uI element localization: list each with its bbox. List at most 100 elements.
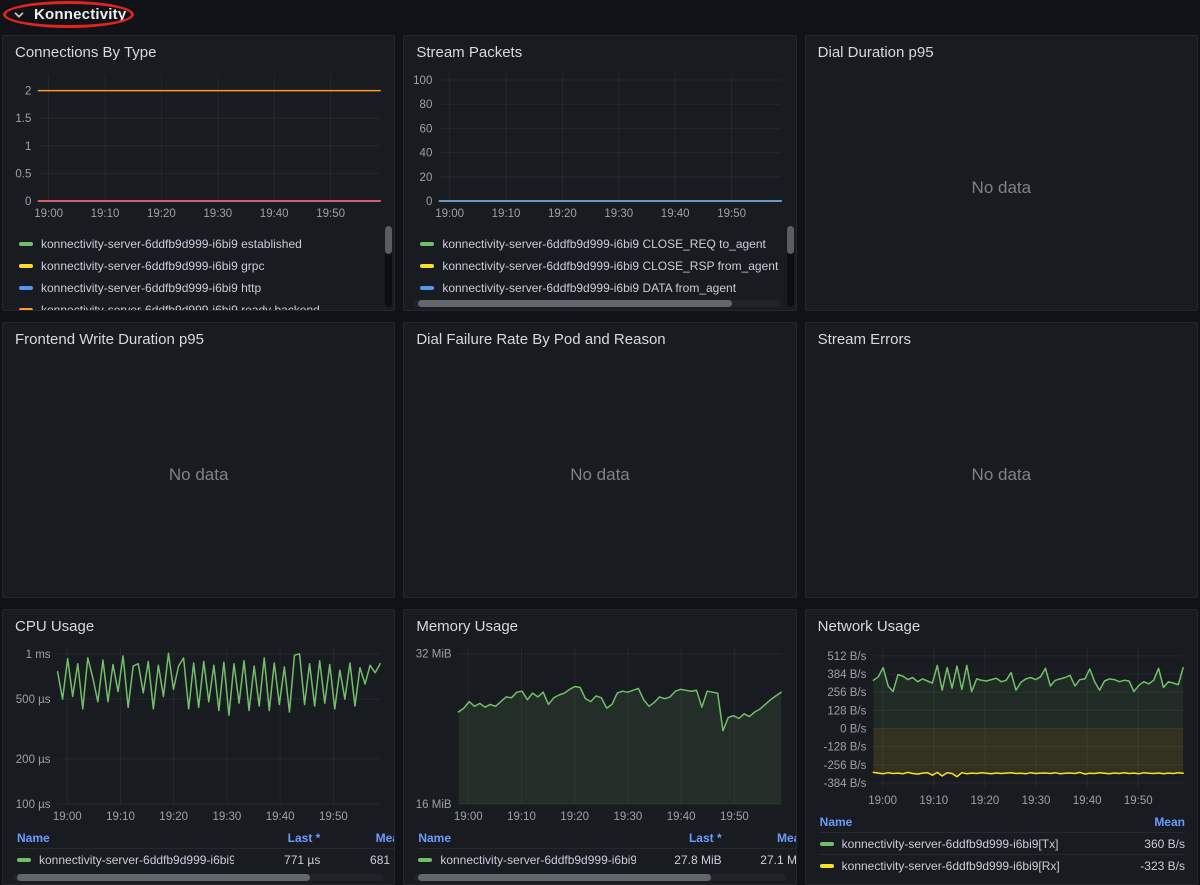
legend-horizontal-scrollbar[interactable] bbox=[414, 300, 779, 307]
svg-text:1: 1 bbox=[25, 141, 31, 153]
no-data-message: No data bbox=[3, 353, 394, 597]
series-color-swatch bbox=[420, 264, 434, 268]
svg-text:-384 B/s: -384 B/s bbox=[823, 778, 866, 790]
legend-item[interactable]: konnectivity-server-6ddfb9d999-i6bi9 est… bbox=[19, 233, 378, 255]
panel-network-usage: Network Usage 512 B/s384 B/s256 B/s128 B… bbox=[805, 609, 1198, 885]
panel-title[interactable]: Stream Errors bbox=[806, 323, 1197, 353]
legend-value-last: 27.8 MiB bbox=[636, 853, 722, 867]
no-data-message: No data bbox=[806, 66, 1197, 310]
legend: konnectivity-server-6ddfb9d999-i6bi9 CLO… bbox=[404, 223, 795, 310]
panel-dial-duration-p95: Dial Duration p95 No data bbox=[805, 35, 1198, 311]
scrollbar-thumb[interactable] bbox=[787, 226, 794, 254]
legend-header-name[interactable]: Name bbox=[418, 831, 635, 845]
panel-dial-failure-rate: Dial Failure Rate By Pod and Reason No d… bbox=[403, 322, 796, 598]
svg-text:19:40: 19:40 bbox=[260, 208, 289, 220]
scrollbar-thumb[interactable] bbox=[17, 874, 310, 881]
legend-header-name[interactable]: Name bbox=[17, 831, 234, 845]
legend-header-row: Name Last * Mean bbox=[418, 828, 795, 848]
svg-text:16 MiB: 16 MiB bbox=[416, 799, 452, 811]
scrollbar-thumb[interactable] bbox=[385, 226, 392, 254]
legend-value-mean: 27.1 MiB bbox=[722, 853, 796, 867]
legend-header-last[interactable]: Last * bbox=[636, 831, 722, 845]
panel-title[interactable]: Dial Failure Rate By Pod and Reason bbox=[404, 323, 795, 353]
series-color-swatch bbox=[19, 242, 33, 246]
panel-title[interactable]: Dial Duration p95 bbox=[806, 36, 1197, 66]
panel-memory-usage: Memory Usage 32 MiB16 MiB19:0019:1019:20… bbox=[403, 609, 796, 885]
legend-header-mean[interactable]: Mean bbox=[1093, 815, 1185, 829]
series-color-swatch bbox=[19, 308, 33, 310]
legend: Name Mean konnectivity-server-6ddfb9d999… bbox=[806, 810, 1197, 884]
svg-text:19:20: 19:20 bbox=[548, 208, 577, 220]
series-color-swatch bbox=[19, 264, 33, 268]
svg-text:19:30: 19:30 bbox=[605, 208, 634, 220]
panel-stream-errors: Stream Errors No data bbox=[805, 322, 1198, 598]
legend: Name Last * Mean konnectivity-server-6dd… bbox=[3, 826, 394, 884]
svg-text:128 B/s: 128 B/s bbox=[827, 705, 866, 717]
legend-row[interactable]: konnectivity-server-6ddfb9d999-i6bi9 771… bbox=[17, 848, 394, 870]
svg-text:19:50: 19:50 bbox=[720, 811, 749, 823]
svg-text:19:20: 19:20 bbox=[561, 811, 590, 823]
legend: konnectivity-server-6ddfb9d999-i6bi9 est… bbox=[3, 223, 394, 310]
svg-text:19:10: 19:10 bbox=[492, 208, 521, 220]
timeseries-chart[interactable]: 32 MiB16 MiB19:0019:1019:2019:3019:4019:… bbox=[404, 640, 795, 826]
legend-item[interactable]: konnectivity-server-6ddfb9d999-i6bi9 DAT… bbox=[420, 277, 779, 299]
svg-text:19:20: 19:20 bbox=[159, 811, 188, 823]
legend-label: konnectivity-server-6ddfb9d999-i6bi9 CLO… bbox=[442, 237, 766, 251]
svg-text:19:30: 19:30 bbox=[213, 811, 242, 823]
svg-text:19:40: 19:40 bbox=[661, 208, 690, 220]
series-color-swatch bbox=[17, 858, 31, 862]
panel-stream-packets: Stream Packets 10080604020019:0019:1019:… bbox=[403, 35, 796, 311]
panel-title[interactable]: Stream Packets bbox=[404, 36, 795, 66]
legend-label: konnectivity-server-6ddfb9d999-i6bi9 bbox=[39, 853, 234, 867]
chart-area: 10080604020019:0019:1019:2019:3019:4019:… bbox=[404, 66, 795, 223]
legend-header-mean[interactable]: Mean bbox=[320, 831, 394, 845]
svg-text:19:20: 19:20 bbox=[147, 208, 176, 220]
timeseries-chart[interactable]: 10080604020019:0019:1019:2019:3019:4019:… bbox=[404, 66, 795, 223]
legend-vertical-scrollbar[interactable] bbox=[385, 226, 392, 307]
svg-text:0: 0 bbox=[25, 196, 31, 208]
scrollbar-thumb[interactable] bbox=[418, 874, 711, 881]
legend-header-mean[interactable]: Mean bbox=[722, 831, 796, 845]
panel-frontend-write-duration-p95: Frontend Write Duration p95 No data bbox=[2, 322, 395, 598]
panel-title[interactable]: Network Usage bbox=[806, 610, 1197, 640]
legend-label: konnectivity-server-6ddfb9d999-i6bi9[Tx] bbox=[842, 837, 1059, 851]
svg-text:19:10: 19:10 bbox=[91, 208, 120, 220]
svg-text:40: 40 bbox=[420, 148, 433, 160]
legend-horizontal-scrollbar[interactable] bbox=[414, 874, 785, 881]
legend-item[interactable]: konnectivity-server-6ddfb9d999-i6bi9 htt… bbox=[19, 277, 378, 299]
section-row-konnectivity[interactable]: Konnectivity bbox=[0, 0, 1200, 35]
legend-item[interactable]: konnectivity-server-6ddfb9d999-i6bi9 grp… bbox=[19, 255, 378, 277]
chart-area: 21.510.5019:0019:1019:2019:3019:4019:50 bbox=[3, 66, 394, 223]
panel-title[interactable]: Connections By Type bbox=[3, 36, 394, 66]
legend-header-name[interactable]: Name bbox=[820, 815, 1093, 829]
legend-label: konnectivity-server-6ddfb9d999-i6bi9 CLO… bbox=[442, 259, 778, 273]
series-color-swatch bbox=[820, 842, 834, 846]
svg-text:500 µs: 500 µs bbox=[16, 694, 51, 706]
panel-connections-by-type: Connections By Type 21.510.5019:0019:101… bbox=[2, 35, 395, 311]
legend-item[interactable]: konnectivity-server-6ddfb9d999-i6bi9 CLO… bbox=[420, 255, 779, 277]
timeseries-chart[interactable]: 512 B/s384 B/s256 B/s128 B/s0 B/s-128 B/… bbox=[806, 640, 1197, 810]
timeseries-chart[interactable]: 21.510.5019:0019:1019:2019:3019:4019:50 bbox=[3, 66, 394, 223]
svg-text:19:30: 19:30 bbox=[203, 208, 232, 220]
section-title: Konnectivity bbox=[34, 6, 126, 23]
scrollbar-thumb[interactable] bbox=[418, 300, 732, 307]
svg-text:19:40: 19:40 bbox=[667, 811, 696, 823]
legend-item[interactable]: konnectivity-server-6ddfb9d999-i6bi9 CLO… bbox=[420, 233, 779, 255]
panel-title[interactable]: Frontend Write Duration p95 bbox=[3, 323, 394, 353]
svg-text:384 B/s: 384 B/s bbox=[827, 669, 866, 681]
legend-vertical-scrollbar[interactable] bbox=[787, 226, 794, 307]
legend-row[interactable]: konnectivity-server-6ddfb9d999-i6bi9[Rx]… bbox=[820, 854, 1185, 876]
legend-horizontal-scrollbar[interactable] bbox=[13, 874, 384, 881]
series-color-swatch bbox=[19, 286, 33, 290]
svg-text:19:40: 19:40 bbox=[266, 811, 295, 823]
legend-row[interactable]: konnectivity-server-6ddfb9d999-i6bi9[Tx]… bbox=[820, 832, 1185, 854]
legend-header-last[interactable]: Last * bbox=[234, 831, 320, 845]
chevron-down-icon bbox=[12, 8, 26, 22]
panel-title[interactable]: CPU Usage bbox=[3, 610, 394, 640]
legend-item[interactable]: konnectivity-server-6ddfb9d999-i6bi9 rea… bbox=[19, 299, 378, 310]
timeseries-chart[interactable]: 1 ms500 µs200 µs100 µs19:0019:1019:2019:… bbox=[3, 640, 394, 826]
panel-title[interactable]: Memory Usage bbox=[404, 610, 795, 640]
svg-text:100: 100 bbox=[414, 75, 433, 87]
no-data-message: No data bbox=[806, 353, 1197, 597]
legend-row[interactable]: konnectivity-server-6ddfb9d999-i6bi9 27.… bbox=[418, 848, 795, 870]
